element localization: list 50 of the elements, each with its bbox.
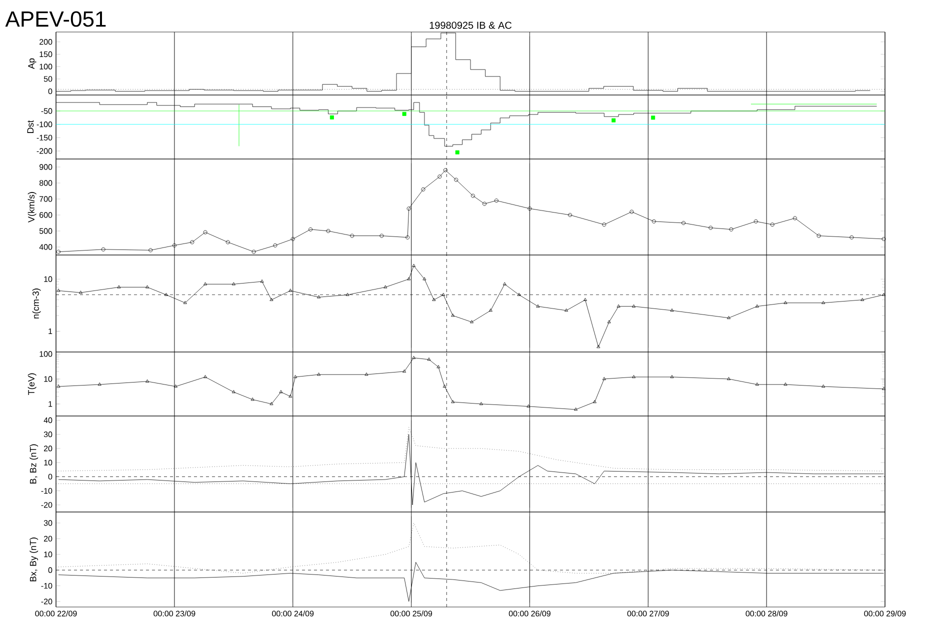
y-axis-title: Ap <box>28 58 36 69</box>
y-tick-label: 1 <box>48 401 52 407</box>
chart-subtitle: 19980925 IB & AC <box>430 22 512 29</box>
y-tick-label: 40 <box>44 417 52 424</box>
y-tick-label: 200 <box>40 39 52 45</box>
y-axis-title: T(eV) <box>28 373 36 396</box>
y-tick-label: 0 <box>48 567 52 573</box>
y-tick-label: 100 <box>40 64 52 70</box>
y-tick-label: -20 <box>41 502 52 508</box>
x-tick-label: 00:00 24/09 <box>272 610 314 616</box>
y-axis-title: V(km/s) <box>28 192 36 222</box>
x-tick-label: 00:00 26/09 <box>508 610 550 616</box>
x-tick-label: 00:00 23/09 <box>154 610 196 616</box>
y-tick-label: -200 <box>36 148 52 154</box>
y-tick-label: 700 <box>40 196 52 202</box>
y-tick-label: 10 <box>44 376 52 382</box>
x-tick-label: 00:00 29/09 <box>864 610 906 616</box>
y-tick-label: 20 <box>44 446 52 452</box>
y-tick-label: 50 <box>44 76 52 82</box>
y-tick-label: 0 <box>48 474 52 480</box>
y-tick-label: 600 <box>40 212 52 218</box>
y-axis-title: Bx, By (nT) <box>30 538 38 582</box>
y-tick-label: 30 <box>44 432 52 438</box>
y-tick-label: 10 <box>44 460 52 466</box>
y-tick-label: -10 <box>41 488 52 494</box>
y-tick-label: 150 <box>40 51 52 58</box>
y-tick-label: 900 <box>40 164 52 170</box>
y-tick-label: 100 <box>40 351 52 357</box>
y-tick-label: -50 <box>41 108 52 114</box>
x-tick-label: 00:00 28/09 <box>746 610 788 616</box>
y-tick-label: 400 <box>39 244 52 250</box>
y-tick-label: 30 <box>44 520 52 526</box>
y-tick-label: 1 <box>48 328 52 334</box>
x-tick-label: 00:00 25/09 <box>390 610 432 616</box>
y-tick-label: -100 <box>36 122 52 128</box>
y-tick-label: 10 <box>44 276 52 282</box>
y-tick-label: -10 <box>41 582 52 589</box>
y-tick-label: 20 <box>44 536 52 542</box>
y-axis-title: Dst <box>27 120 34 134</box>
y-axis-title: B, Bz (nT) <box>30 444 38 484</box>
x-tick-label: 00:00 27/09 <box>627 610 669 616</box>
y-tick-label: -20 <box>41 598 52 604</box>
y-tick-label: -150 <box>36 134 52 140</box>
y-tick-label: 0 <box>48 88 52 94</box>
y-tick-label: 800 <box>39 180 52 186</box>
y-tick-label: 500 <box>39 228 52 234</box>
chart-title: APEV-051 <box>5 11 106 27</box>
y-tick-label: 10 <box>44 552 52 558</box>
x-tick-label: 00:00 22/09 <box>35 610 77 616</box>
y-axis-title: n(cm-3) <box>32 288 41 318</box>
